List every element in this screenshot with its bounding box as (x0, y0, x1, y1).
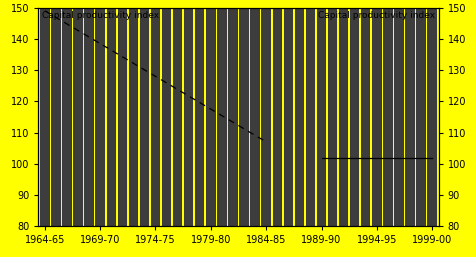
Bar (62, 36, 71, 257)
Bar (371, 158, 381, 257)
Bar (382, 161, 392, 257)
Bar (40, 11, 50, 257)
Bar (117, 0, 127, 226)
Bar (338, 0, 347, 226)
Text: Capital productivity index: Capital productivity index (317, 11, 434, 20)
Bar (184, 0, 193, 226)
Bar (327, 0, 337, 226)
Bar (217, 73, 226, 257)
Bar (382, 0, 392, 226)
Bar (206, 0, 215, 226)
Bar (62, 0, 71, 226)
Bar (129, 0, 138, 226)
Bar (161, 61, 171, 257)
Bar (139, 51, 149, 257)
Bar (228, 79, 237, 257)
Bar (349, 0, 359, 226)
Bar (173, 0, 182, 226)
Bar (95, 0, 105, 226)
Bar (394, 0, 403, 226)
Bar (73, 0, 82, 226)
Bar (294, 136, 303, 257)
Bar (426, 0, 436, 226)
Bar (173, 61, 182, 257)
Bar (416, 0, 425, 226)
Bar (161, 0, 171, 226)
Bar (283, 130, 292, 257)
Bar (261, 0, 270, 226)
Bar (117, 51, 127, 257)
Bar (250, 82, 259, 257)
Bar (272, 133, 281, 257)
Bar (195, 61, 204, 257)
Bar (405, 0, 414, 226)
Bar (316, 139, 326, 257)
Bar (84, 33, 94, 257)
Bar (305, 133, 315, 257)
Bar (405, 161, 414, 257)
Bar (360, 0, 370, 226)
Bar (150, 0, 160, 226)
Bar (272, 0, 281, 226)
Bar (51, 36, 60, 257)
Bar (51, 0, 60, 226)
Bar (360, 154, 370, 257)
Bar (195, 0, 204, 226)
Bar (371, 0, 381, 226)
Bar (184, 51, 193, 257)
Bar (106, 0, 116, 226)
Bar (327, 164, 337, 257)
Text: Capital productivity index: Capital productivity index (42, 11, 159, 20)
Bar (139, 0, 149, 226)
Bar (283, 0, 292, 226)
Bar (150, 54, 160, 257)
Bar (129, 54, 138, 257)
Bar (239, 82, 248, 257)
Bar (239, 0, 248, 226)
Bar (206, 67, 215, 257)
Bar (250, 0, 259, 226)
Bar (84, 0, 94, 226)
Bar (106, 39, 116, 257)
Bar (228, 0, 237, 226)
Bar (305, 0, 315, 226)
Bar (40, 0, 50, 226)
Bar (416, 164, 425, 257)
Bar (217, 0, 226, 226)
Bar (316, 0, 326, 226)
Bar (294, 0, 303, 226)
Bar (338, 161, 347, 257)
Bar (349, 161, 359, 257)
Bar (73, 48, 82, 257)
Bar (394, 158, 403, 257)
Bar (426, 164, 436, 257)
Bar (261, 142, 270, 257)
Bar (95, 36, 105, 257)
